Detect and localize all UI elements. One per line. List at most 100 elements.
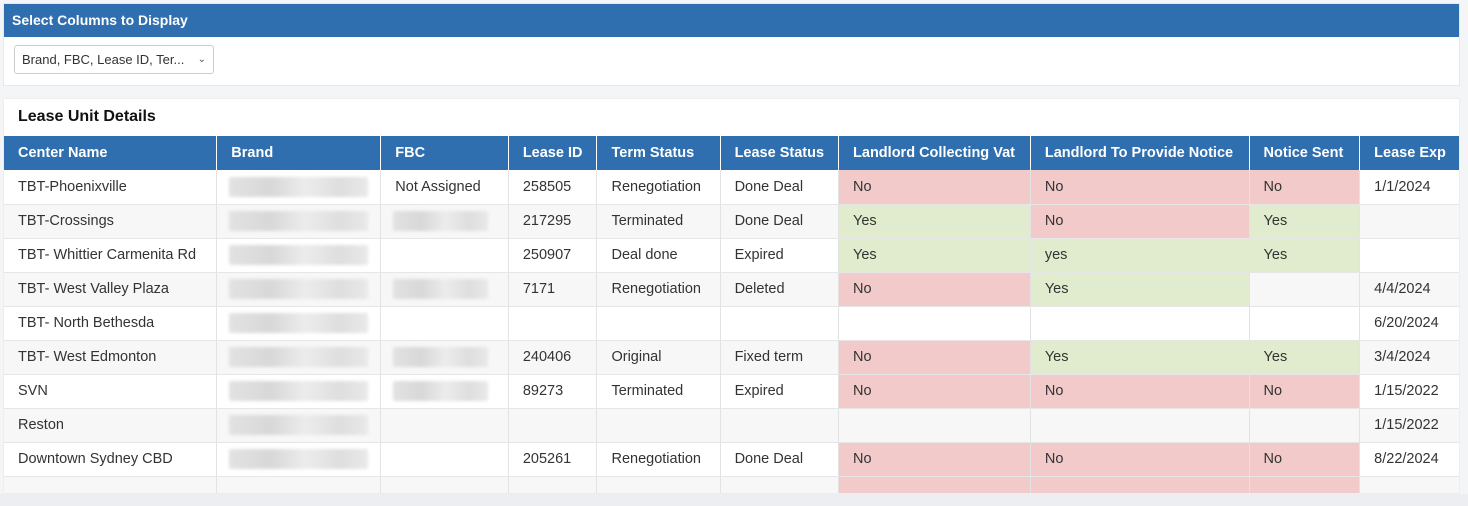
chevron-down-icon: ⌄ xyxy=(197,54,206,65)
column-header[interactable]: Notice Sent xyxy=(1249,136,1361,170)
lease-exp-cell xyxy=(1359,204,1459,239)
lease-id-cell xyxy=(508,408,598,443)
table-header-row: Center Name Brand FBC Lease ID Term Status Le… xyxy=(4,136,1459,170)
vat-cell: Yes xyxy=(838,238,1031,273)
column-select-dropdown[interactable]: Brand, FBC, Lease ID, Ter... ⌄ xyxy=(14,45,214,74)
brand-cell-redacted xyxy=(216,442,382,477)
redacted-block xyxy=(393,381,489,401)
table-row[interactable]: SVN 89273 Terminated Expired No No No 1/15/2022 xyxy=(4,374,1459,409)
table-row[interactable]: TBT- North Bethesda 6/20/2024 xyxy=(4,306,1459,341)
lease-exp-cell: 1/15/2022 xyxy=(1359,408,1459,443)
notice-sent-cell: No xyxy=(1249,374,1361,409)
brand-cell-redacted xyxy=(216,272,382,307)
redacted-block xyxy=(229,176,369,197)
notice-provide-cell xyxy=(1030,306,1250,341)
lease-status-cell xyxy=(720,408,840,443)
notice-provide-cell xyxy=(1030,408,1250,443)
notice-sent-cell: No xyxy=(1249,170,1361,205)
redacted-block xyxy=(229,313,369,333)
redacted-block xyxy=(229,449,369,469)
vat-cell xyxy=(838,408,1031,443)
table-grid: Center Name Brand FBC Lease ID Term Status Le… xyxy=(4,136,1459,493)
term-status-cell: Renegotiation xyxy=(596,170,721,205)
lease-status-cell xyxy=(720,306,840,341)
notice-provide-cell: yes xyxy=(1030,238,1250,273)
table-row[interactable]: TBT- Whittier Carmenita Rd 250907 Deal don… xyxy=(4,238,1459,273)
column-header[interactable]: Center Name xyxy=(4,136,218,170)
table-row[interactable]: TBT-Phoenixville Not Assigned 258505 Renego… xyxy=(4,170,1459,205)
lease-id-cell: 205261 xyxy=(508,442,598,477)
column-select-value: Brand, FBC, Lease ID, Ter... xyxy=(22,52,185,67)
brand-cell-redacted xyxy=(216,204,382,239)
column-header[interactable]: Lease ID xyxy=(508,136,598,170)
fbc-cell-redacted xyxy=(380,272,509,307)
vat-cell: Yes xyxy=(838,204,1031,239)
column-header[interactable]: Landlord To Provide Notice xyxy=(1030,136,1250,170)
fbc-cell xyxy=(380,238,509,273)
redacted-block xyxy=(229,211,369,231)
table-row[interactable]: TBT- West Edmonton 240406 Original Fixed te… xyxy=(4,340,1459,375)
term-status-cell xyxy=(596,408,721,443)
column-header[interactable]: Lease Exp xyxy=(1359,136,1459,170)
table-row[interactable]: TBT-Crossings 217295 Terminated Done Deal Ye… xyxy=(4,204,1459,239)
column-header[interactable]: Landlord Collecting Vat xyxy=(838,136,1031,170)
empty-cell xyxy=(1030,476,1250,493)
table-body: TBT-Phoenixville Not Assigned 258505 Renego… xyxy=(4,170,1459,493)
center-cell: Reston xyxy=(4,408,218,443)
lease-status-cell: Done Deal xyxy=(720,204,840,239)
lease-table: Center Name Brand FBC Lease ID Term Status Le… xyxy=(4,136,1459,493)
brand-cell-redacted xyxy=(216,374,382,409)
fbc-cell: Not Assigned xyxy=(380,170,509,205)
redacted-block xyxy=(229,279,369,299)
empty-cell xyxy=(4,476,218,493)
notice-sent-cell xyxy=(1249,306,1361,341)
center-cell: TBT- West Valley Plaza xyxy=(4,272,218,307)
empty-cell xyxy=(838,476,1031,493)
column-header[interactable]: Brand xyxy=(216,136,382,170)
vat-cell: No xyxy=(838,340,1031,375)
column-selector-panel: Select Columns to Display Brand, FBC, Le… xyxy=(3,3,1460,86)
center-cell: TBT- North Bethesda xyxy=(4,306,218,341)
center-cell: TBT-Phoenixville xyxy=(4,170,218,205)
notice-sent-cell: Yes xyxy=(1249,238,1361,273)
table-row-partial[interactable] xyxy=(4,476,1459,493)
table-row[interactable]: TBT- West Valley Plaza 7171 Renegotiation D… xyxy=(4,272,1459,307)
brand-cell-redacted xyxy=(216,170,382,205)
notice-provide-cell: Yes xyxy=(1030,272,1250,307)
horizontal-scrollbar[interactable] xyxy=(0,494,1468,506)
lease-status-cell: Expired xyxy=(720,238,840,273)
lease-exp-cell: 8/22/2024 xyxy=(1359,442,1459,477)
vat-cell: No xyxy=(838,374,1031,409)
notice-provide-cell: No xyxy=(1030,170,1250,205)
lease-exp-cell: 1/15/2022 xyxy=(1359,374,1459,409)
table-row[interactable]: Reston 1/15/2022 xyxy=(4,408,1459,443)
lease-id-cell: 217295 xyxy=(508,204,598,239)
column-header[interactable]: FBC xyxy=(380,136,509,170)
lease-id-cell: 7171 xyxy=(508,272,598,307)
empty-cell xyxy=(216,476,382,493)
notice-provide-cell: Yes xyxy=(1030,340,1250,375)
vat-cell: No xyxy=(838,272,1031,307)
notice-sent-cell: Yes xyxy=(1249,340,1361,375)
center-cell: SVN xyxy=(4,374,218,409)
notice-sent-cell: Yes xyxy=(1249,204,1361,239)
empty-cell xyxy=(380,476,509,493)
empty-cell xyxy=(1359,476,1459,493)
vat-cell xyxy=(838,306,1031,341)
column-header[interactable]: Lease Status xyxy=(720,136,840,170)
lease-id-cell: 89273 xyxy=(508,374,598,409)
lease-exp-cell xyxy=(1359,238,1459,273)
table-row[interactable]: Downtown Sydney CBD 205261 Renegotiation Do… xyxy=(4,442,1459,477)
fbc-cell xyxy=(380,306,509,341)
lease-id-cell xyxy=(508,306,598,341)
redacted-block xyxy=(393,279,489,299)
column-header[interactable]: Term Status xyxy=(596,136,721,170)
redacted-block xyxy=(393,211,489,231)
vat-cell: No xyxy=(838,442,1031,477)
term-status-cell: Renegotiation xyxy=(596,272,721,307)
lease-exp-cell: 6/20/2024 xyxy=(1359,306,1459,341)
vat-cell: No xyxy=(838,170,1031,205)
brand-cell-redacted xyxy=(216,408,382,443)
empty-cell xyxy=(596,476,721,493)
